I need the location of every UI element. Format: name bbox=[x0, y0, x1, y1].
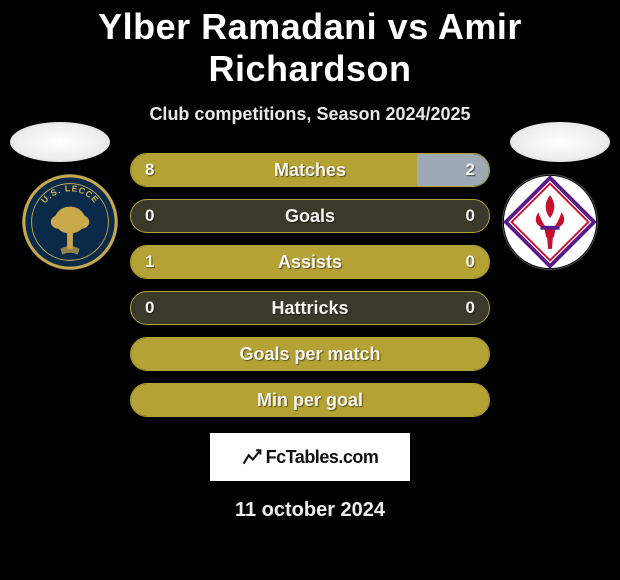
stat-value-left: 1 bbox=[145, 252, 154, 272]
date-text: 11 october 2024 bbox=[0, 499, 620, 522]
stat-value-left: 8 bbox=[145, 160, 154, 180]
page-title: Ylber Ramadani vs Amir Richardson bbox=[0, 0, 620, 90]
stat-fill-right bbox=[417, 154, 489, 186]
stat-row: 0 0 Hattricks bbox=[130, 291, 490, 325]
stat-row: 1 0 Assists bbox=[130, 245, 490, 279]
stat-label: Assists bbox=[278, 252, 342, 273]
subtitle: Club competitions, Season 2024/2025 bbox=[0, 104, 620, 125]
stat-value-left: 0 bbox=[145, 298, 154, 318]
stat-value-left: 0 bbox=[145, 206, 154, 226]
stat-row: 8 2 Matches bbox=[130, 153, 490, 187]
branding-badge: FcTables.com bbox=[210, 433, 410, 481]
stat-value-right: 0 bbox=[466, 252, 475, 272]
stat-label: Min per goal bbox=[257, 390, 363, 411]
player-left-name: Ylber Ramadani bbox=[98, 6, 377, 47]
stat-label: Goals per match bbox=[239, 344, 380, 365]
stat-label: Goals bbox=[285, 206, 335, 227]
vs-text: vs bbox=[388, 6, 429, 47]
stat-row: 0 0 Goals bbox=[130, 199, 490, 233]
chart-icon bbox=[242, 447, 262, 467]
stat-label: Matches bbox=[274, 160, 346, 181]
stats-container: 8 2 Matches 0 0 Goals 1 0 Assists 0 0 Hattricks Goal… bbox=[0, 153, 620, 417]
stat-value-right: 0 bbox=[466, 206, 475, 226]
branding-text: FcTables.com bbox=[266, 447, 379, 468]
stat-label: Hattricks bbox=[271, 298, 348, 319]
stat-row: Goals per match bbox=[130, 337, 490, 371]
stat-value-right: 0 bbox=[466, 298, 475, 318]
stat-row: Min per goal bbox=[130, 383, 490, 417]
stat-value-right: 2 bbox=[466, 160, 475, 180]
